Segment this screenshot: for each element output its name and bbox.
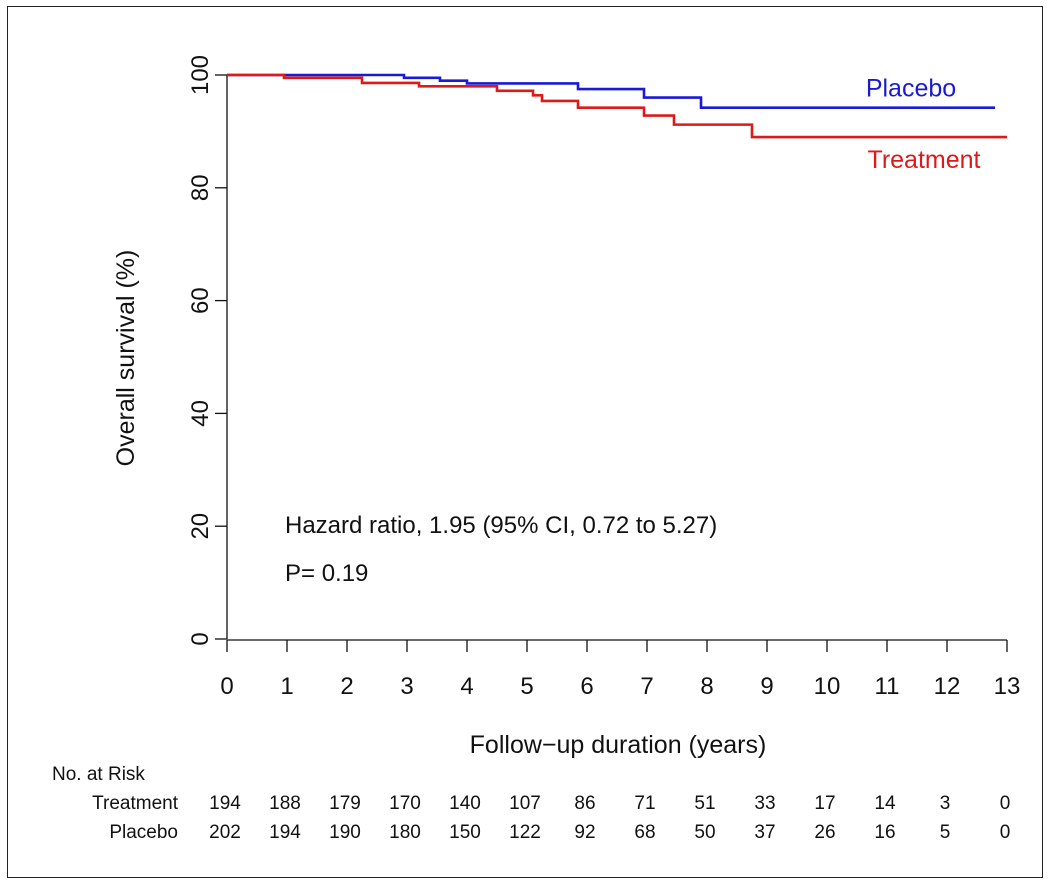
risk-table: No. at Risk Treatment 194 188 179 170 140 107 8… <box>52 764 1010 843</box>
risk-row-label-placebo: Placebo <box>109 822 178 843</box>
y-axis-label: Overall survival (%) <box>112 250 140 467</box>
risk-cell: 71 <box>634 793 655 814</box>
risk-row-label-treatment: Treatment <box>92 793 179 814</box>
risk-cell: 50 <box>694 822 715 843</box>
risk-cell: 107 <box>509 793 541 814</box>
risk-cell: 26 <box>814 822 835 843</box>
series-label-treatment: Treatment <box>867 146 980 174</box>
risk-cell: 0 <box>1000 793 1011 814</box>
risk-cell: 188 <box>269 793 301 814</box>
x-tick-label: 2 <box>340 673 353 700</box>
x-tick-label: 11 <box>875 673 900 700</box>
x-tick-label: 1 <box>280 673 293 700</box>
risk-cell: 92 <box>574 822 595 843</box>
risk-cell: 170 <box>389 793 421 814</box>
x-tick-label: 10 <box>814 673 841 700</box>
y-tick-label: 60 <box>187 287 214 314</box>
hazard-ratio-annotation: Hazard ratio, 1.95 (95% CI, 0.72 to 5.27… <box>285 512 717 539</box>
risk-cell: 140 <box>449 793 481 814</box>
risk-cell: 3 <box>940 793 951 814</box>
y-tick-label: 80 <box>187 174 214 201</box>
survival-curves <box>227 73 1007 139</box>
x-tick-label: 4 <box>460 673 473 700</box>
x-tick-label: 9 <box>760 673 773 700</box>
risk-cell: 5 <box>940 822 951 843</box>
x-tick-label: 8 <box>700 673 713 700</box>
x-tick-label: 3 <box>400 673 413 700</box>
x-tick-label: 12 <box>934 673 961 700</box>
risk-cell: 150 <box>449 822 481 843</box>
risk-cell: 37 <box>754 822 775 843</box>
risk-cell: 14 <box>874 793 896 814</box>
risk-cell: 122 <box>509 822 541 843</box>
risk-cell: 86 <box>574 793 595 814</box>
risk-cell: 180 <box>389 822 421 843</box>
x-tick-label: 7 <box>640 673 653 700</box>
curve-placebo <box>227 73 995 110</box>
x-axis-label: Follow−up duration (years) <box>470 731 767 759</box>
risk-cell: 33 <box>754 793 775 814</box>
x-tick-label: 6 <box>580 673 593 700</box>
risk-cell: 16 <box>874 822 895 843</box>
risk-cell: 202 <box>209 822 241 843</box>
p-value-annotation: P= 0.19 <box>285 560 368 587</box>
risk-cell: 194 <box>209 793 241 814</box>
x-tick-label: 13 <box>994 673 1021 700</box>
x-tick-label: 0 <box>220 673 233 700</box>
risk-cell: 190 <box>329 822 361 843</box>
risk-cell: 179 <box>329 793 361 814</box>
risk-table-header: No. at Risk <box>52 764 145 785</box>
risk-cell: 17 <box>814 793 835 814</box>
y-tick-label: 20 <box>187 513 214 540</box>
figure-frame <box>7 6 1043 878</box>
y-tick-label: 0 <box>187 632 214 645</box>
series-label-placebo: Placebo <box>866 75 956 103</box>
y-tick-label: 40 <box>187 400 214 427</box>
risk-cell: 0 <box>1000 822 1011 843</box>
risk-cell: 194 <box>269 822 301 843</box>
x-tick-label: 5 <box>520 673 533 700</box>
y-tick-label: 100 <box>187 55 214 95</box>
curve-treatment <box>227 73 1007 139</box>
risk-cell: 51 <box>694 793 715 814</box>
series-labels: Placebo Treatment <box>866 75 981 174</box>
risk-cell: 68 <box>634 822 655 843</box>
